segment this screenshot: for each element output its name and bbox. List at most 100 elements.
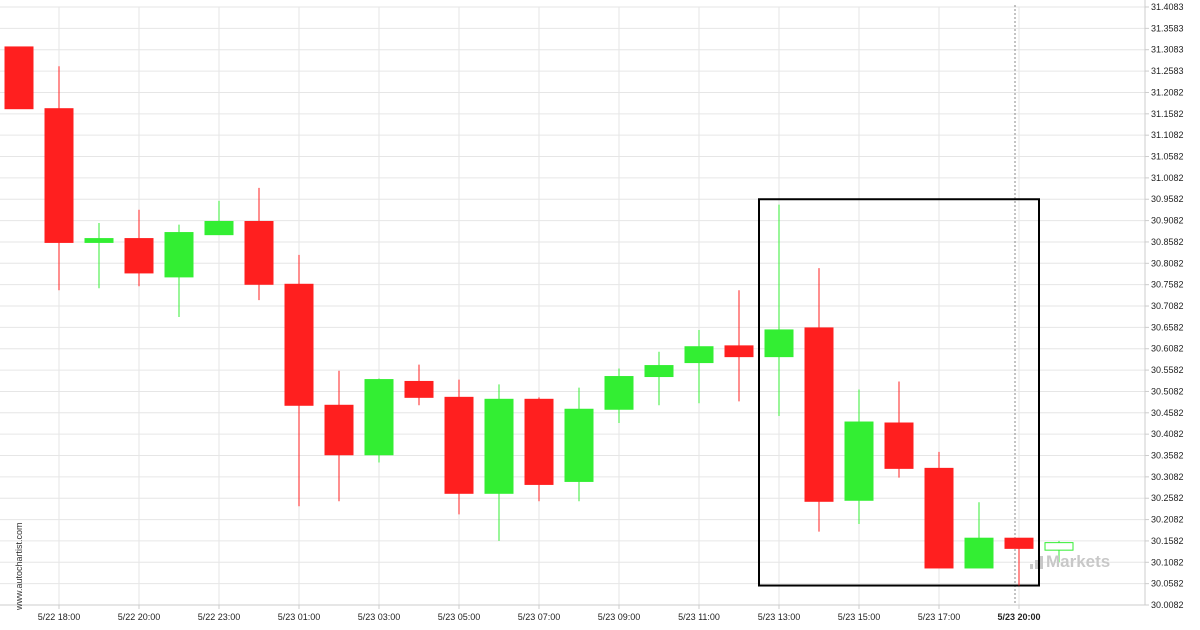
x-tick-label: 5/23 07:00 [518,612,561,622]
candle-body [204,220,234,236]
x-tick-label: 5/22 20:00 [118,612,161,622]
x-tick-label: 5/22 18:00 [38,612,81,622]
candle-body [244,220,274,285]
y-tick-label: 30.6582 [1151,322,1184,332]
candle [924,451,954,569]
y-tick-label: 30.1082 [1151,557,1184,567]
candle-body [604,376,634,410]
candle-body [4,46,34,110]
candle [84,223,114,289]
y-tick-label: 30.5082 [1151,386,1184,396]
y-tick-label: 30.6082 [1151,344,1184,354]
candle [644,351,674,406]
y-tick-label: 31.2583 [1151,66,1184,76]
candle [564,387,594,502]
y-tick-label: 31.3583 [1151,23,1184,33]
candle-body [684,346,714,364]
candle [484,384,514,541]
candle [724,290,754,402]
candle-body [964,537,994,569]
x-tick-label: 5/23 20:00 [997,612,1040,622]
x-axis: 5/22 18:00 5/22 20:00 5/22 23:00 5/23 01:00… [0,604,1145,622]
candle-body [564,408,594,482]
candle [444,379,474,515]
candle-body [724,345,754,358]
candle [164,224,194,317]
y-tick-label: 31.0082 [1151,173,1184,183]
brand-logo: Markets [1030,552,1110,572]
x-tick-label: 5/23 01:00 [278,612,321,622]
candle [684,329,714,404]
x-tick-label: 5/23 03:00 [358,612,401,622]
candle [44,66,74,291]
candle [324,370,354,502]
candle [964,502,994,569]
y-tick-label: 30.0582 [1151,579,1184,589]
y-tick-label: 31.2082 [1151,87,1184,97]
candle [244,187,274,301]
candle-body [764,329,794,358]
candle [884,381,914,478]
candle-body [404,380,434,398]
y-tick-label: 30.8582 [1151,237,1184,247]
y-tick-label: 30.7582 [1151,280,1184,290]
y-tick-label: 31.3083 [1151,45,1184,55]
candle [844,389,874,525]
candle-body [844,421,874,501]
y-tick-label: 30.5582 [1151,365,1184,375]
y-tick-label: 31.1582 [1151,109,1184,119]
y-tick-label: 30.4082 [1151,429,1184,439]
candle-body [924,467,954,569]
candle [404,364,434,406]
candle-body [44,108,74,243]
y-tick-label: 30.1582 [1151,536,1184,546]
grid [0,5,1145,606]
candle-body [484,398,514,494]
candle-body [164,232,194,278]
candle-body [284,283,314,406]
y-tick-label: 30.0082 [1151,600,1184,610]
candle [764,204,794,417]
y-tick-label: 30.7082 [1151,301,1184,311]
candle [804,268,834,532]
candle-body [444,396,474,494]
watermark: www.autochartist.com [14,515,26,610]
y-tick-label: 31.0582 [1151,152,1184,162]
x-tick-label: 5/23 09:00 [598,612,641,622]
y-tick-label: 30.2082 [1151,515,1184,525]
candle-body [1004,537,1034,549]
candle-body [804,327,834,502]
x-tick-label: 5/23 13:00 [758,612,801,622]
candles [4,46,1074,586]
candle-body [1044,542,1074,551]
candle [364,378,394,463]
x-tick-label: 5/22 23:00 [198,612,241,622]
y-tick-label: 30.9082 [1151,216,1184,226]
brand-text: Markets [1046,552,1111,571]
candle-body [124,238,154,274]
candle [604,368,634,424]
x-tick-label: 5/23 15:00 [838,612,881,622]
y-tick-label: 30.8082 [1151,258,1184,268]
candle-body [644,365,674,378]
candle [204,200,234,236]
brand-bars-icon [1030,555,1043,569]
x-tick-label: 5/23 05:00 [438,612,481,622]
candle [1044,540,1074,563]
y-tick-label: 30.3082 [1151,472,1184,482]
candle-body [84,238,114,243]
candle [124,209,154,287]
pattern-box [758,198,1040,587]
candle-body [524,398,554,485]
candle-body [364,379,394,456]
candle-body [884,422,914,469]
y-tick-label: 30.4582 [1151,408,1184,418]
y-tick-label: 30.9582 [1151,194,1184,204]
x-tick-label: 5/23 17:00 [918,612,961,622]
candle [4,46,34,110]
x-tick-label: 5/23 11:00 [678,612,720,622]
y-tick-label: 31.4083 [1151,2,1184,12]
y-tick-label: 31.1082 [1151,130,1184,140]
y-axis: 31.4083 31.3583 31.3083 31.2583 31.2082 31.15… [1144,0,1184,610]
candle [1004,537,1034,586]
